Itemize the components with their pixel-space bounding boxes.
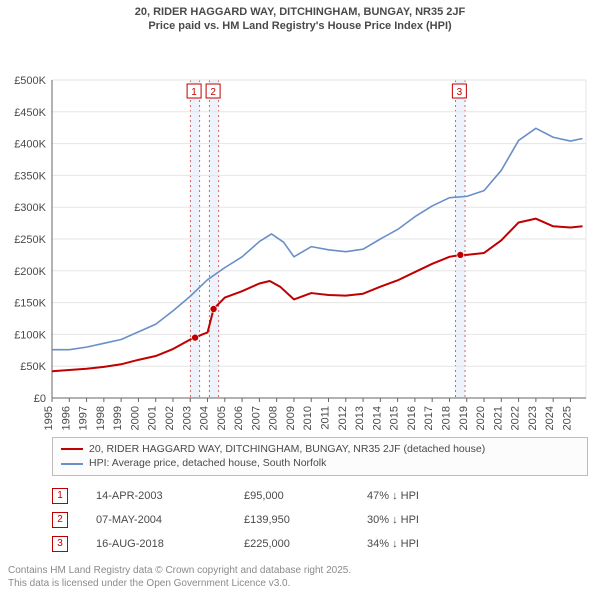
chart-title-2: Price paid vs. HM Land Registry's House … — [0, 20, 600, 34]
sales-list: 1 14-APR-2003 £95,000 47% ↓ HPI 2 07-MAY-2004… — [44, 482, 600, 558]
svg-text:£350K: £350K — [14, 170, 46, 182]
sale-price: £139,950 — [244, 514, 339, 526]
sale-row: 1 14-APR-2003 £95,000 47% ↓ HPI — [52, 484, 592, 508]
svg-text:£500K: £500K — [14, 75, 46, 87]
svg-text:2020: 2020 — [475, 406, 487, 430]
svg-text:£150K: £150K — [14, 297, 46, 309]
svg-text:2018: 2018 — [440, 406, 452, 430]
svg-text:2013: 2013 — [354, 406, 366, 430]
chart-titles: 20, RIDER HAGGARD WAY, DITCHINGHAM, BUNG… — [0, 0, 600, 34]
svg-text:2015: 2015 — [389, 406, 401, 430]
chart-title-1: 20, RIDER HAGGARD WAY, DITCHINGHAM, BUNG… — [0, 6, 600, 20]
sale-price: £225,000 — [244, 538, 339, 550]
svg-text:£300K: £300K — [14, 202, 46, 214]
footer-line-1: Contains HM Land Registry data © Crown c… — [8, 564, 592, 577]
legend-item-hpi: HPI: Average price, detached house, Sout… — [61, 456, 579, 471]
svg-text:£0: £0 — [34, 393, 46, 405]
svg-text:2000: 2000 — [129, 406, 141, 430]
svg-text:£450K: £450K — [14, 106, 46, 118]
sale-marker-icon: 3 — [52, 536, 68, 552]
svg-text:2025: 2025 — [561, 406, 573, 430]
svg-text:£100K: £100K — [14, 329, 46, 341]
svg-text:1997: 1997 — [78, 406, 90, 430]
chart-container: { "title_line1": "20, RIDER HAGGARD WAY,… — [0, 0, 600, 590]
svg-text:1996: 1996 — [60, 406, 72, 430]
svg-text:2009: 2009 — [285, 406, 297, 430]
svg-text:2008: 2008 — [268, 406, 280, 430]
svg-text:2: 2 — [210, 87, 216, 98]
svg-text:2003: 2003 — [181, 406, 193, 430]
price-vs-hpi-chart: £0 £50K £100K £150K £200K £250K £300K £350K £400… — [0, 34, 600, 434]
svg-text:2014: 2014 — [371, 406, 383, 430]
sale-hpi-delta: 47% ↓ HPI — [367, 490, 467, 502]
sale-row: 3 16-AUG-2018 £225,000 34% ↓ HPI — [52, 532, 592, 556]
svg-text:1995: 1995 — [43, 406, 55, 430]
svg-text:£250K: £250K — [14, 234, 46, 246]
sale-date: 16-AUG-2018 — [96, 538, 216, 550]
svg-text:2016: 2016 — [406, 406, 418, 430]
svg-text:1: 1 — [191, 87, 197, 98]
svg-text:2005: 2005 — [216, 406, 228, 430]
sale-date: 07-MAY-2004 — [96, 514, 216, 526]
sale-marker-icon: 1 — [52, 488, 68, 504]
attribution-footer: Contains HM Land Registry data © Crown c… — [0, 558, 600, 590]
svg-text:2017: 2017 — [423, 406, 435, 430]
legend-swatch-hpi — [61, 463, 83, 465]
footer-line-2: This data is licensed under the Open Gov… — [8, 577, 592, 590]
svg-text:2006: 2006 — [233, 406, 245, 430]
svg-text:2021: 2021 — [492, 406, 504, 430]
svg-text:2001: 2001 — [147, 406, 159, 430]
svg-text:2023: 2023 — [527, 406, 539, 430]
chart-legend: 20, RIDER HAGGARD WAY, DITCHINGHAM, BUNG… — [52, 437, 588, 476]
legend-swatch-property — [61, 448, 83, 450]
sale-marker-icon: 2 — [52, 512, 68, 528]
svg-text:3: 3 — [457, 87, 463, 98]
svg-text:1999: 1999 — [112, 406, 124, 430]
svg-text:2024: 2024 — [544, 406, 556, 430]
svg-text:2011: 2011 — [320, 406, 332, 430]
svg-text:2012: 2012 — [337, 406, 349, 430]
sale-row: 2 07-MAY-2004 £139,950 30% ↓ HPI — [52, 508, 592, 532]
legend-label-hpi: HPI: Average price, detached house, Sout… — [89, 456, 326, 471]
svg-text:2002: 2002 — [164, 406, 176, 430]
svg-text:2004: 2004 — [199, 406, 211, 430]
legend-item-property: 20, RIDER HAGGARD WAY, DITCHINGHAM, BUNG… — [61, 442, 579, 457]
svg-text:2019: 2019 — [458, 406, 470, 430]
svg-text:£200K: £200K — [14, 265, 46, 277]
sale-hpi-delta: 34% ↓ HPI — [367, 538, 467, 550]
svg-text:2022: 2022 — [510, 406, 522, 430]
legend-label-property: 20, RIDER HAGGARD WAY, DITCHINGHAM, BUNG… — [89, 442, 485, 457]
svg-text:2010: 2010 — [302, 406, 314, 430]
sale-hpi-delta: 30% ↓ HPI — [367, 514, 467, 526]
sale-price: £95,000 — [244, 490, 339, 502]
svg-text:£50K: £50K — [20, 361, 46, 373]
svg-text:£400K: £400K — [14, 138, 46, 150]
svg-text:2007: 2007 — [250, 406, 262, 430]
svg-text:1998: 1998 — [95, 406, 107, 430]
sale-date: 14-APR-2003 — [96, 490, 216, 502]
